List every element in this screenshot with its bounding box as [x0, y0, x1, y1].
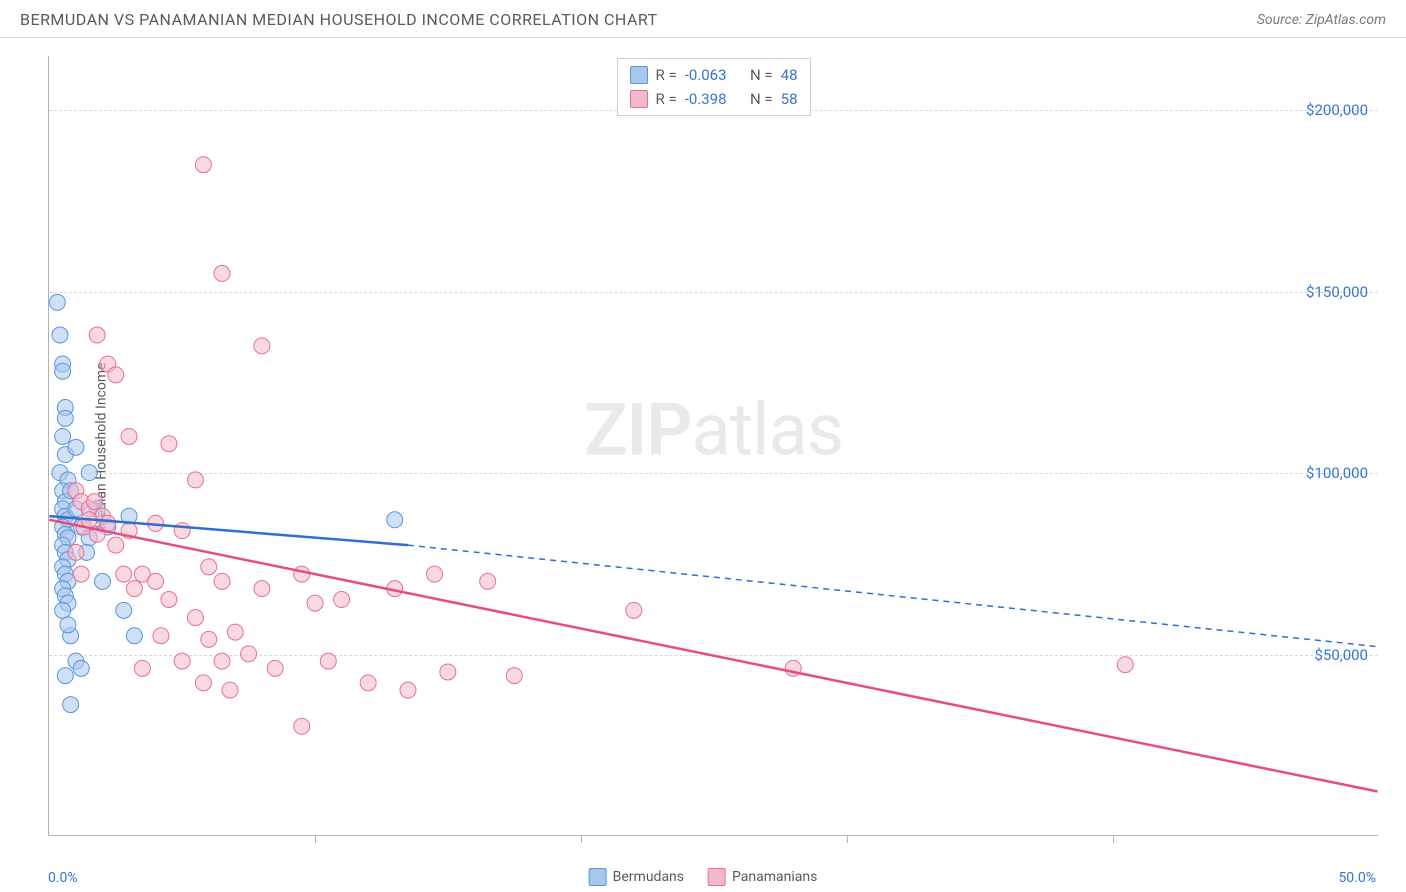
scatter-svg [49, 56, 1378, 835]
r-label: R = [655, 87, 676, 111]
swatch-bermudans [629, 66, 647, 84]
stats-row-panamanians: R = -0.398 N = 58 [629, 87, 797, 111]
stats-row-bermudans: R = -0.063 N = 48 [629, 63, 797, 87]
r-value: -0.063 [685, 63, 727, 87]
legend-swatch-bermudans [589, 868, 607, 886]
n-value: 48 [781, 63, 798, 87]
legend-swatch-panamanians [708, 868, 726, 886]
chart-title: BERMUDAN VS PANAMANIAN MEDIAN HOUSEHOLD … [20, 10, 658, 29]
legend-label: Panamanians [732, 869, 817, 885]
legend-item-bermudans: Bermudans [589, 868, 684, 886]
legend-label: Bermudans [613, 869, 684, 885]
bottom-legend: Bermudans Panamanians [589, 868, 818, 886]
chart-plot-area: R = -0.063 N = 48 R = -0.398 N = 58 ZIPa… [48, 56, 1378, 836]
source-label: Source: ZipAtlas.com [1257, 12, 1386, 28]
x-max-label: 50.0% [1338, 870, 1376, 886]
r-value: -0.398 [685, 87, 727, 111]
swatch-panamanians [629, 90, 647, 108]
x-tick [847, 835, 848, 843]
r-label: R = [655, 63, 676, 87]
x-min-label: 0.0% [48, 870, 78, 886]
chart-header: BERMUDAN VS PANAMANIAN MEDIAN HOUSEHOLD … [0, 0, 1406, 38]
legend-item-panamanians: Panamanians [708, 868, 817, 886]
n-value: 58 [781, 87, 798, 111]
x-tick [1113, 835, 1114, 843]
x-tick [315, 835, 316, 843]
x-tick [581, 835, 582, 843]
n-label: N = [750, 63, 773, 87]
n-label: N = [750, 87, 773, 111]
correlation-stats-box: R = -0.063 N = 48 R = -0.398 N = 58 [616, 58, 810, 116]
